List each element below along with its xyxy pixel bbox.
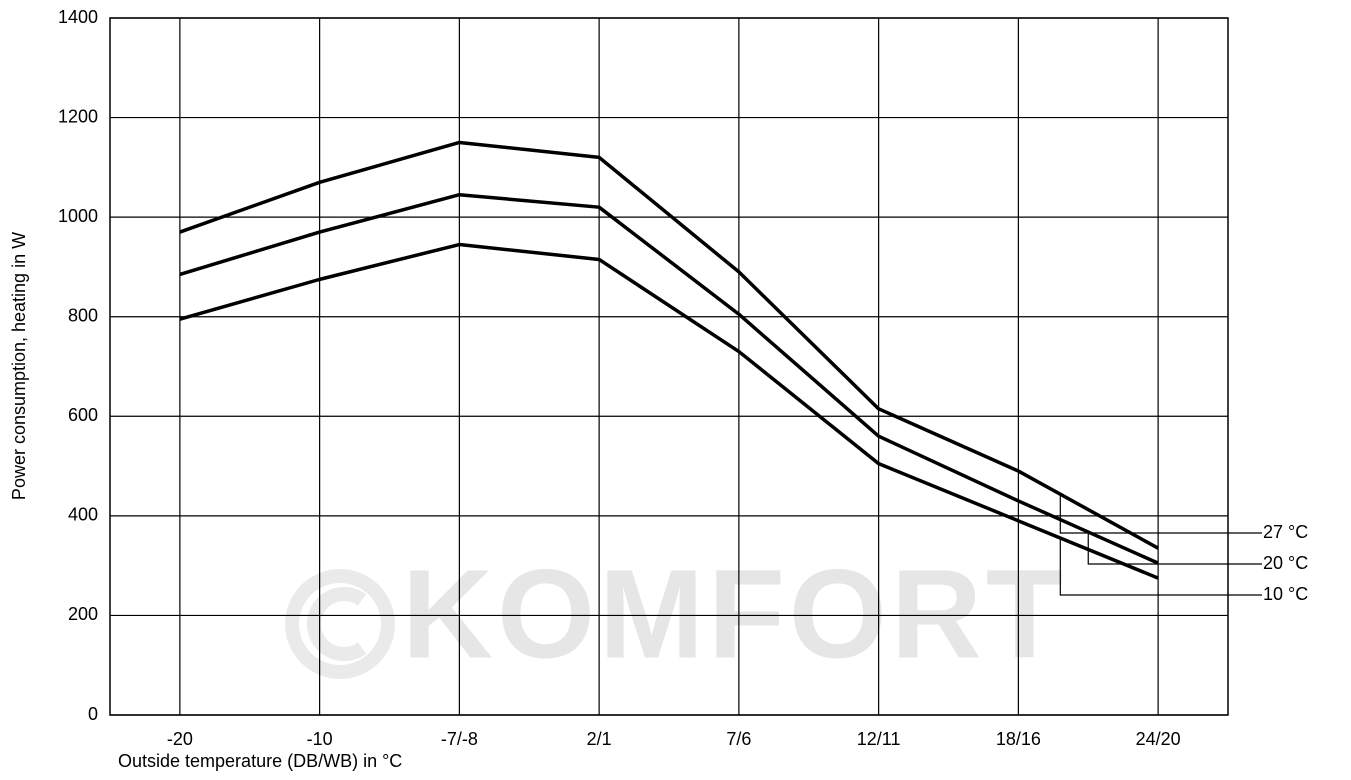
x-tick-label: 2/1 xyxy=(587,729,612,749)
series-line xyxy=(179,242,1159,580)
legend-leader xyxy=(1059,538,1262,596)
series-line xyxy=(179,140,1159,550)
legend-label: 20 °C xyxy=(1263,553,1308,573)
series-line xyxy=(179,192,1159,565)
x-tick-label: -7/-8 xyxy=(441,729,478,749)
x-tick-label: 18/16 xyxy=(996,729,1041,749)
y-tick-label: 1400 xyxy=(58,7,98,27)
x-axis-label: Outside temperature (DB/WB) in °C xyxy=(118,751,402,771)
logo-c xyxy=(307,587,367,661)
y-tick-label: 0 xyxy=(88,704,98,724)
legend-label: 27 °C xyxy=(1263,522,1308,542)
y-tick-label: 600 xyxy=(68,405,98,425)
logo-ring xyxy=(285,569,395,679)
x-tick-label: -10 xyxy=(307,729,333,749)
watermark-logo xyxy=(285,569,395,679)
y-tick-label: 1000 xyxy=(58,206,98,226)
x-tick-label: 12/11 xyxy=(857,729,901,749)
y-tick-label: 400 xyxy=(68,505,98,525)
x-tick-label: 24/20 xyxy=(1136,729,1181,749)
x-tick-label: 7/6 xyxy=(726,729,751,749)
x-tick-label: -20 xyxy=(167,729,193,749)
legend-leader xyxy=(1087,532,1262,565)
y-tick-label: 200 xyxy=(68,604,98,624)
y-tick-label: 800 xyxy=(68,305,98,325)
watermark: KOMFORT xyxy=(402,543,1067,684)
y-tick-label: 1200 xyxy=(58,106,98,126)
legend-leader xyxy=(1059,494,1262,534)
legend-label: 10 °C xyxy=(1263,584,1308,604)
y-axis-label: Power consumption, heating in W xyxy=(9,232,29,500)
